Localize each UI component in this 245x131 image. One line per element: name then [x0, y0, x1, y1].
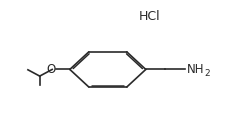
Text: NH: NH [187, 63, 204, 76]
Text: HCl: HCl [139, 10, 160, 23]
Text: 2: 2 [205, 69, 210, 78]
Text: O: O [46, 63, 56, 76]
